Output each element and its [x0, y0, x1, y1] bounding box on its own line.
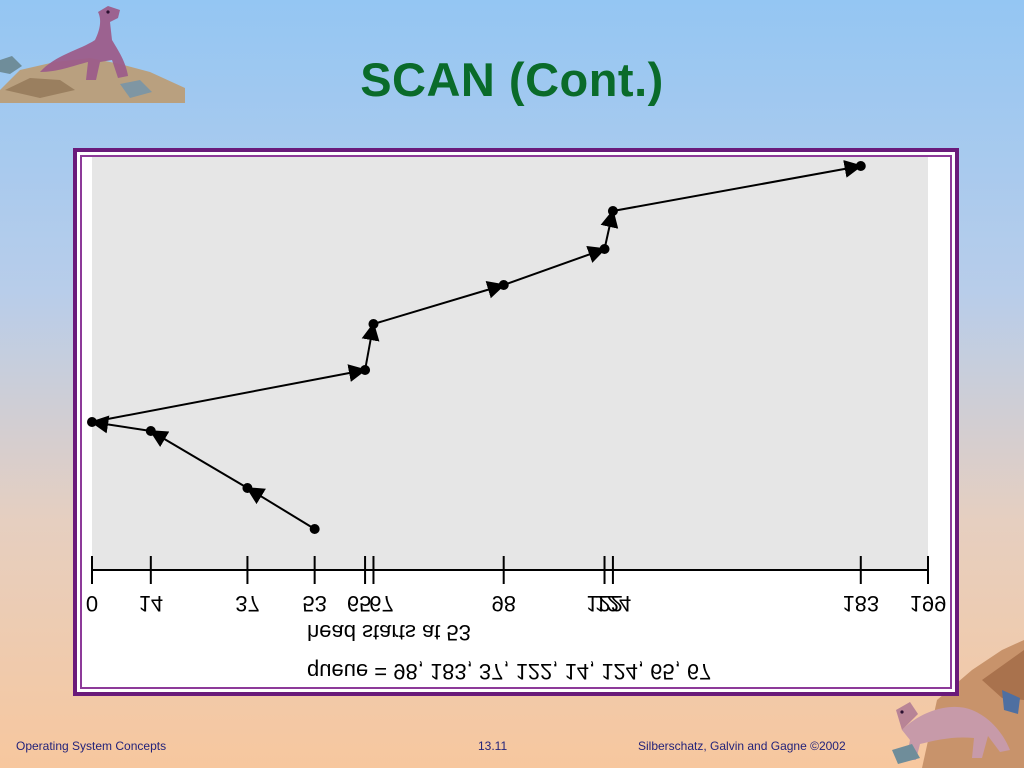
head-move-segment: [245, 487, 316, 530]
axis-tick-label: 53: [302, 591, 326, 616]
plot-layer: [87, 160, 866, 534]
plot-background: [92, 157, 928, 569]
request-point: [145, 426, 156, 436]
head-move-segment: [90, 415, 151, 434]
axis-tick-label: 124: [595, 591, 632, 616]
axis-tick-label: 98: [491, 591, 515, 616]
footer-course-title: Operating System Concepts: [16, 739, 167, 753]
footer-authors: Silberschatz, Galvin and Gagne ©2002: [638, 739, 846, 753]
dinosaur-logo-bottom-right-icon: [892, 640, 1024, 768]
request-point: [855, 161, 866, 171]
request-point: [360, 365, 371, 375]
head-move-segment: [373, 281, 506, 325]
head-start-point: [309, 524, 320, 534]
request-queue-label: queue = 98, 183, 37, 122, 14, 124, 65, 6…: [307, 659, 711, 684]
axis-tick-label: 122: [586, 591, 623, 616]
queue-caption: queue = 98, 183, 37, 122, 14, 124, 65, 6…: [307, 659, 711, 684]
dinosaur-logo-top-left-icon: [0, 6, 185, 103]
request-point: [599, 244, 610, 254]
axis-tick-label: 183: [842, 591, 879, 616]
head-move-segment: [361, 322, 380, 371]
request-point: [498, 280, 509, 290]
head-move-segment: [600, 209, 619, 250]
axis-tick-label: 65: [347, 591, 371, 616]
figure-frame: 0 14 37 53 65 67 98 122 124 183 199 head starts at…: [73, 148, 959, 696]
head-start-caption: head starts at 53: [307, 620, 471, 645]
head-move-segment: [149, 430, 248, 489]
footer-slide-number: 13.11: [478, 739, 508, 753]
head-start-label: head starts at 53: [307, 620, 471, 645]
axis-tick-label: 199: [910, 591, 947, 616]
head-move-segment: [612, 160, 863, 212]
axis-tick-label: 14: [139, 591, 163, 616]
head-move-segment: [91, 364, 367, 423]
request-point: [87, 417, 97, 427]
slide-title: SCAN (Cont.): [360, 53, 664, 106]
axis-tick-label: 37: [235, 591, 259, 616]
request-point: [368, 319, 379, 329]
request-point: [242, 483, 253, 493]
head-move-segment: [503, 245, 607, 286]
axis-tick-label: 67: [369, 591, 393, 616]
axis-tick-label: 0: [86, 591, 98, 616]
request-point: [607, 206, 618, 216]
